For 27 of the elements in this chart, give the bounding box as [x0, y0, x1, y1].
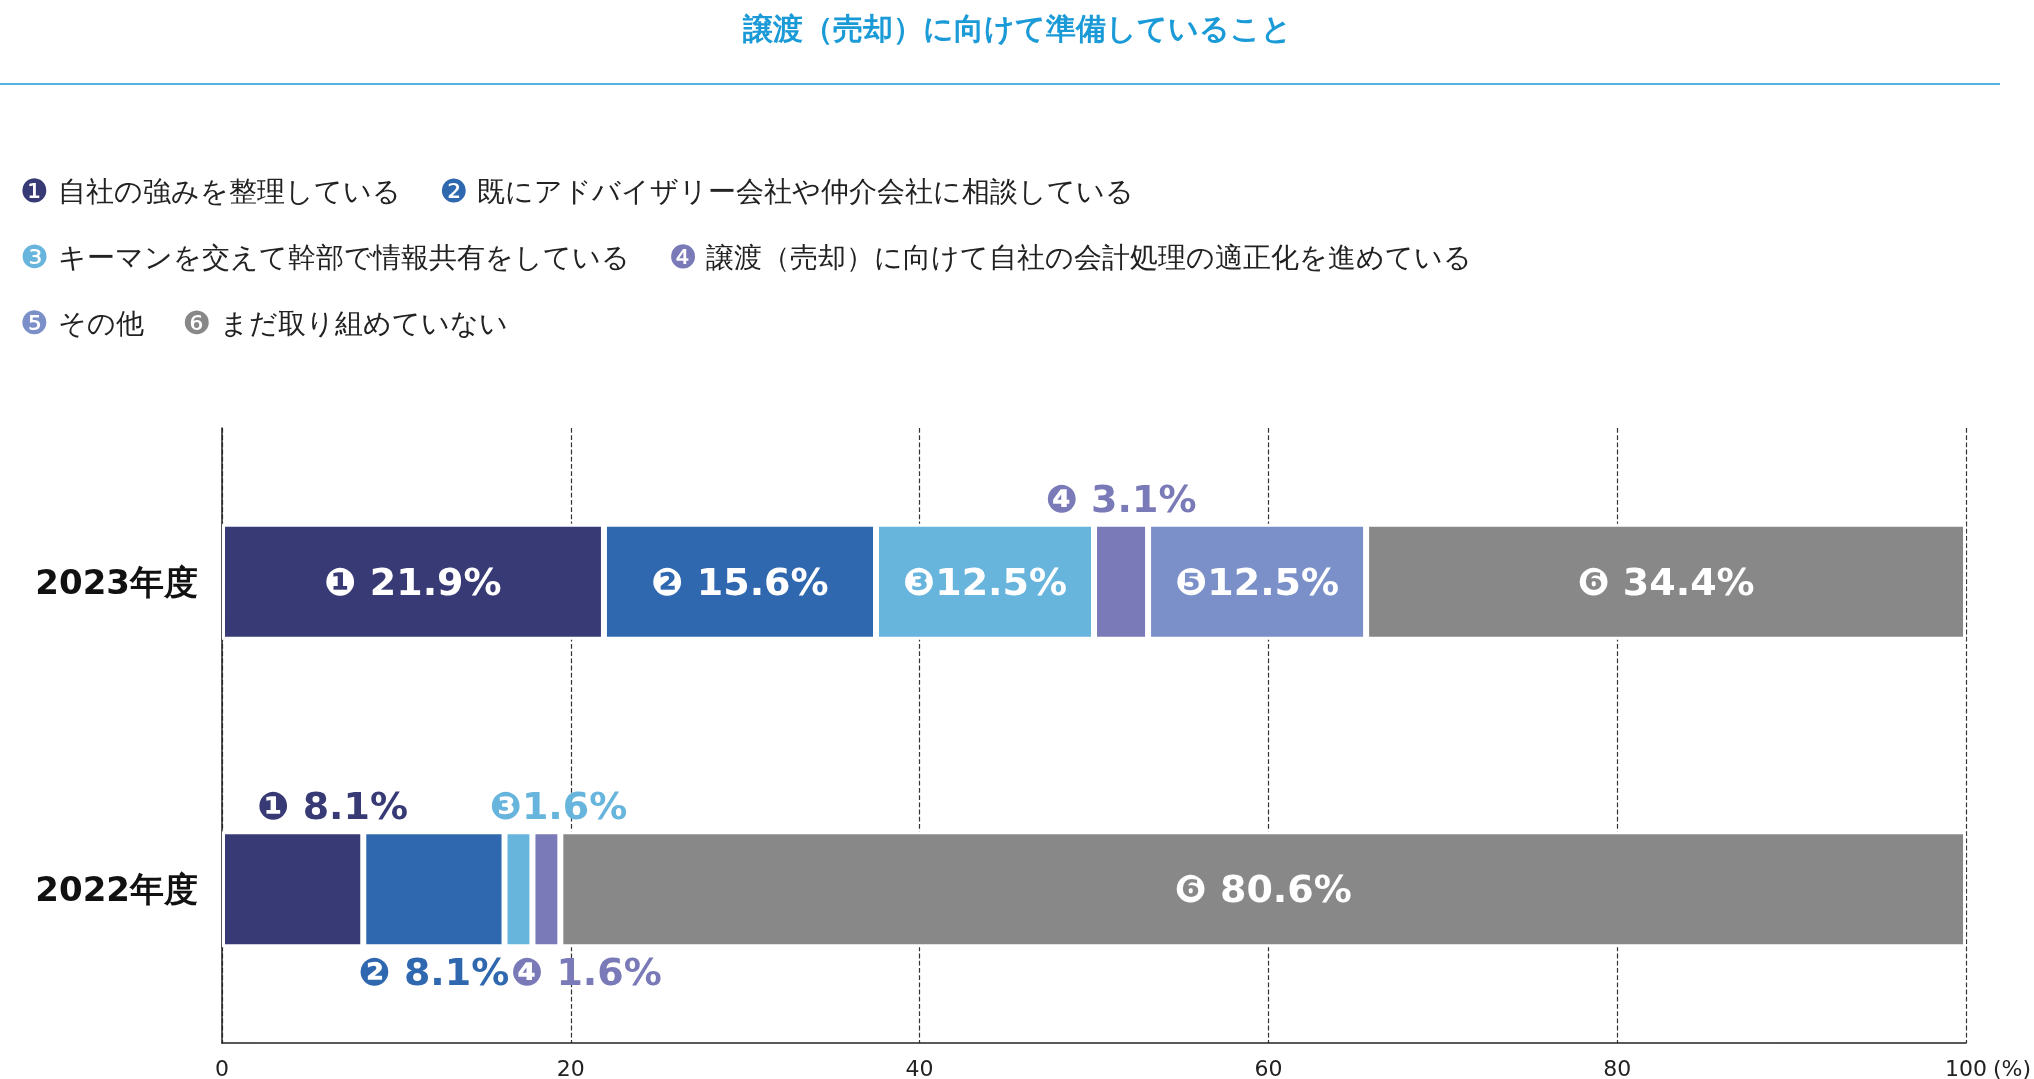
x-tick-label: 0 — [215, 1055, 229, 1079]
text: ❹ 譲渡（売却）に向けて自社の会計処理の適正化を進めている — [668, 238, 1473, 276]
x-tick-label: 80 — [1603, 1055, 1632, 1079]
text: ❶ 自社の強みを整理している — [20, 172, 401, 210]
x-tick-label: 40 — [905, 1055, 934, 1079]
chart-title: 譲渡（売却）に向けて準備していること — [741, 10, 1292, 46]
text: ❸ キーマンを交えて幹部で情報共有をしている — [20, 238, 630, 276]
data-label: ❻ 34.4% — [1577, 559, 1755, 604]
y-tick-label: 2023年度 — [35, 561, 198, 602]
data-label: ❻ 80.6% — [1174, 867, 1352, 912]
data-label: ❺12.5% — [1175, 559, 1340, 604]
data-label: ❷ 15.6% — [651, 559, 829, 604]
data-label: ❸12.5% — [903, 559, 1068, 604]
data-label: ❷ 8.1% — [358, 950, 510, 995]
x-tick-label: 60 — [1254, 1055, 1283, 1079]
text: ❻ まだ取り組めていない — [182, 304, 509, 342]
data-label: ❸1.6% — [489, 784, 628, 829]
x-axis-title: (%) — [1992, 1055, 2032, 1079]
data-label: ❹ 3.1% — [1045, 476, 1197, 521]
data-label: ❹ 1.6% — [510, 950, 662, 995]
text: ❺ その他 — [20, 304, 144, 342]
data-label: ❶ 21.9% — [324, 559, 502, 604]
x-tick-label: 20 — [556, 1055, 585, 1079]
text: ❷ 既にアドバイザリー会社や仲介会社に相談している — [439, 172, 1135, 210]
y-tick-label: 2022年度 — [35, 869, 198, 910]
x-tick-label: 100 — [1945, 1055, 1988, 1079]
data-label: ❶ 8.1% — [257, 784, 409, 829]
